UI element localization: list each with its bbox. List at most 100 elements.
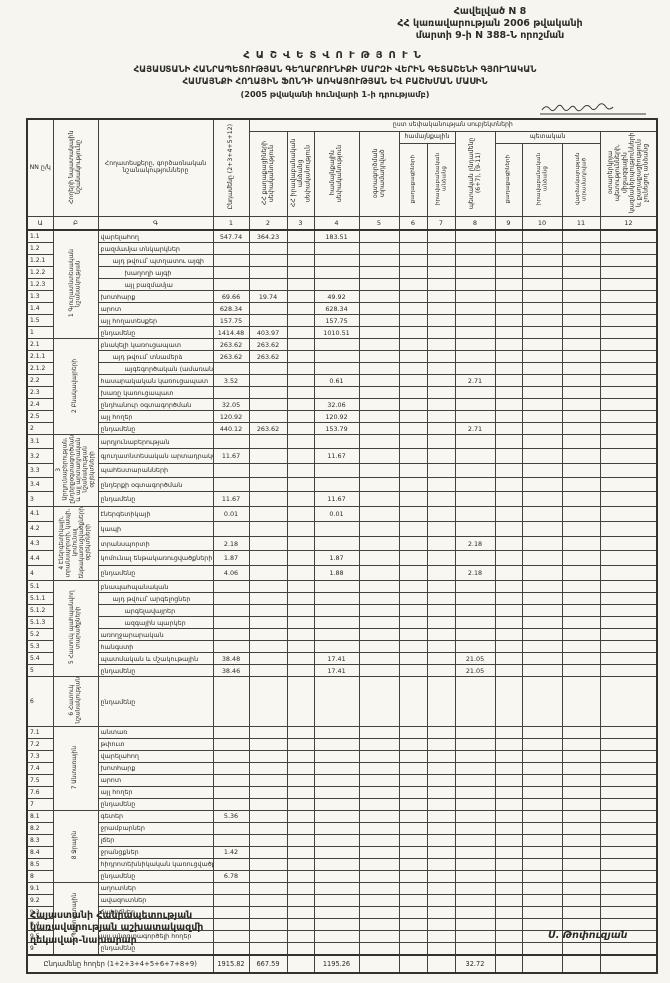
value-cell-col12	[599, 350, 658, 364]
table-row: 9.5 այլ անօգտագործելի հողեր	[26, 929, 658, 943]
group-header-community: համայնքային	[398, 131, 456, 144]
value-cell-col11	[561, 845, 601, 859]
value-cell-col10	[521, 350, 563, 364]
value-cell-col11	[561, 448, 601, 464]
value-cell-col6	[398, 616, 428, 630]
value-cell-col5	[358, 386, 400, 400]
value-cell-col3	[286, 434, 315, 450]
value-cell-col4	[313, 676, 360, 727]
row-number: 3.2	[26, 448, 54, 464]
value-cell-col6	[398, 833, 428, 847]
value-cell-col11	[561, 893, 601, 907]
column-number: Բ	[52, 216, 99, 231]
value-cell-col11	[561, 254, 601, 268]
value-cell-col7	[426, 905, 456, 919]
value-cell-col7	[426, 386, 456, 400]
value-cell-col12	[599, 845, 658, 859]
value-cell-col6	[398, 652, 428, 666]
value-cell-col2	[248, 664, 288, 678]
land-type-name: կապի	[97, 520, 214, 537]
value-cell-col3	[286, 290, 315, 304]
value-cell-col11	[561, 616, 601, 630]
value-cell-col2	[248, 941, 288, 956]
value-cell-col10	[521, 616, 563, 630]
land-type-name: այդ թվում՝ արգելոցներ	[97, 592, 214, 606]
value-cell-col2	[248, 676, 288, 727]
value-cell-col2	[248, 242, 288, 256]
col-header-state-total: պետական ընդամենը (6+7), (9-11)	[454, 130, 496, 218]
value-cell-col10	[521, 809, 563, 823]
value-cell-col1: 32.05	[212, 398, 250, 412]
value-cell-col12	[599, 254, 658, 268]
value-cell-col3	[286, 941, 315, 956]
value-cell-col12	[599, 749, 658, 763]
land-type-name: այդ թվում՝ տնամերձ	[97, 350, 214, 364]
grand-total-col2: 667.59	[248, 953, 288, 974]
value-cell-col2	[248, 917, 288, 931]
value-cell-col3	[286, 535, 315, 552]
value-cell-col2	[248, 254, 288, 268]
grand-total-col10	[521, 953, 563, 974]
value-cell-col5	[358, 374, 400, 388]
value-cell-col6	[398, 242, 428, 256]
value-cell-col2	[248, 535, 288, 552]
row-number: 2.4	[26, 398, 54, 412]
value-cell-col7	[426, 398, 456, 412]
value-cell-col5	[358, 929, 400, 943]
value-cell-col4: 11.67	[313, 491, 360, 507]
value-cell-col2	[248, 809, 288, 823]
value-cell-col12	[599, 725, 658, 739]
value-cell-col6	[398, 505, 428, 522]
value-cell-col5	[358, 809, 400, 823]
row-number: 4.1	[26, 505, 54, 522]
appendix-line-1: Հավելված N 8	[453, 6, 527, 17]
value-cell-col4	[313, 917, 360, 931]
grand-total-col3	[286, 953, 315, 974]
value-cell-col3	[286, 905, 315, 919]
value-cell-col2	[248, 278, 288, 292]
value-cell-col8	[454, 434, 496, 450]
row-number: 1.2.2	[26, 266, 54, 280]
value-cell-col9	[494, 833, 523, 847]
value-cell-col11	[561, 833, 601, 847]
section-label-text: 3 Արդյունաբերության, ընդերքօգտագործման և…	[55, 435, 95, 504]
land-type-name: այլ հողեր	[97, 410, 214, 424]
value-cell-col11	[561, 857, 601, 871]
value-cell-col1: 263.62	[212, 350, 250, 364]
table-row: 7.5 արոտ	[26, 773, 658, 787]
value-cell-col8	[454, 550, 496, 567]
value-cell-col4: 1.87	[313, 550, 360, 567]
value-cell-col1	[212, 278, 250, 292]
section-label-text: 7 Անտառային	[72, 745, 79, 789]
value-cell-col1: 1.42	[212, 845, 250, 859]
value-cell-col3	[286, 929, 315, 943]
value-cell-col12	[599, 893, 658, 907]
value-cell-col9	[494, 640, 523, 654]
value-cell-col6	[398, 314, 428, 328]
value-cell-col3	[286, 664, 315, 678]
value-cell-col12	[599, 676, 658, 727]
value-cell-col9	[494, 725, 523, 739]
value-cell-col6	[398, 893, 428, 907]
value-cell-col12	[599, 535, 658, 552]
value-cell-col4: 1.88	[313, 565, 360, 582]
value-cell-col11	[561, 725, 601, 739]
value-cell-col3	[286, 640, 315, 654]
value-cell-col7	[426, 491, 456, 507]
value-cell-col8	[454, 362, 496, 376]
value-cell-col4	[313, 580, 360, 594]
section-label: 6 Հատուկ նշանակության	[52, 676, 99, 727]
value-cell-col10	[521, 580, 563, 594]
value-cell-col3	[286, 302, 315, 316]
value-cell-col11	[561, 565, 601, 582]
value-cell-col9	[494, 628, 523, 642]
value-cell-col9	[494, 326, 523, 340]
land-type-name: խառը կառուցապատ	[97, 386, 214, 400]
value-cell-col3	[286, 737, 315, 751]
value-cell-col5	[358, 941, 400, 956]
value-cell-col4	[313, 893, 360, 907]
value-cell-col12	[599, 550, 658, 567]
row-number: 2	[26, 422, 54, 436]
header-band-row: NN ը/կ Հողերի նպատակային նշանակությունը …	[26, 118, 658, 218]
value-cell-col1	[212, 857, 250, 871]
